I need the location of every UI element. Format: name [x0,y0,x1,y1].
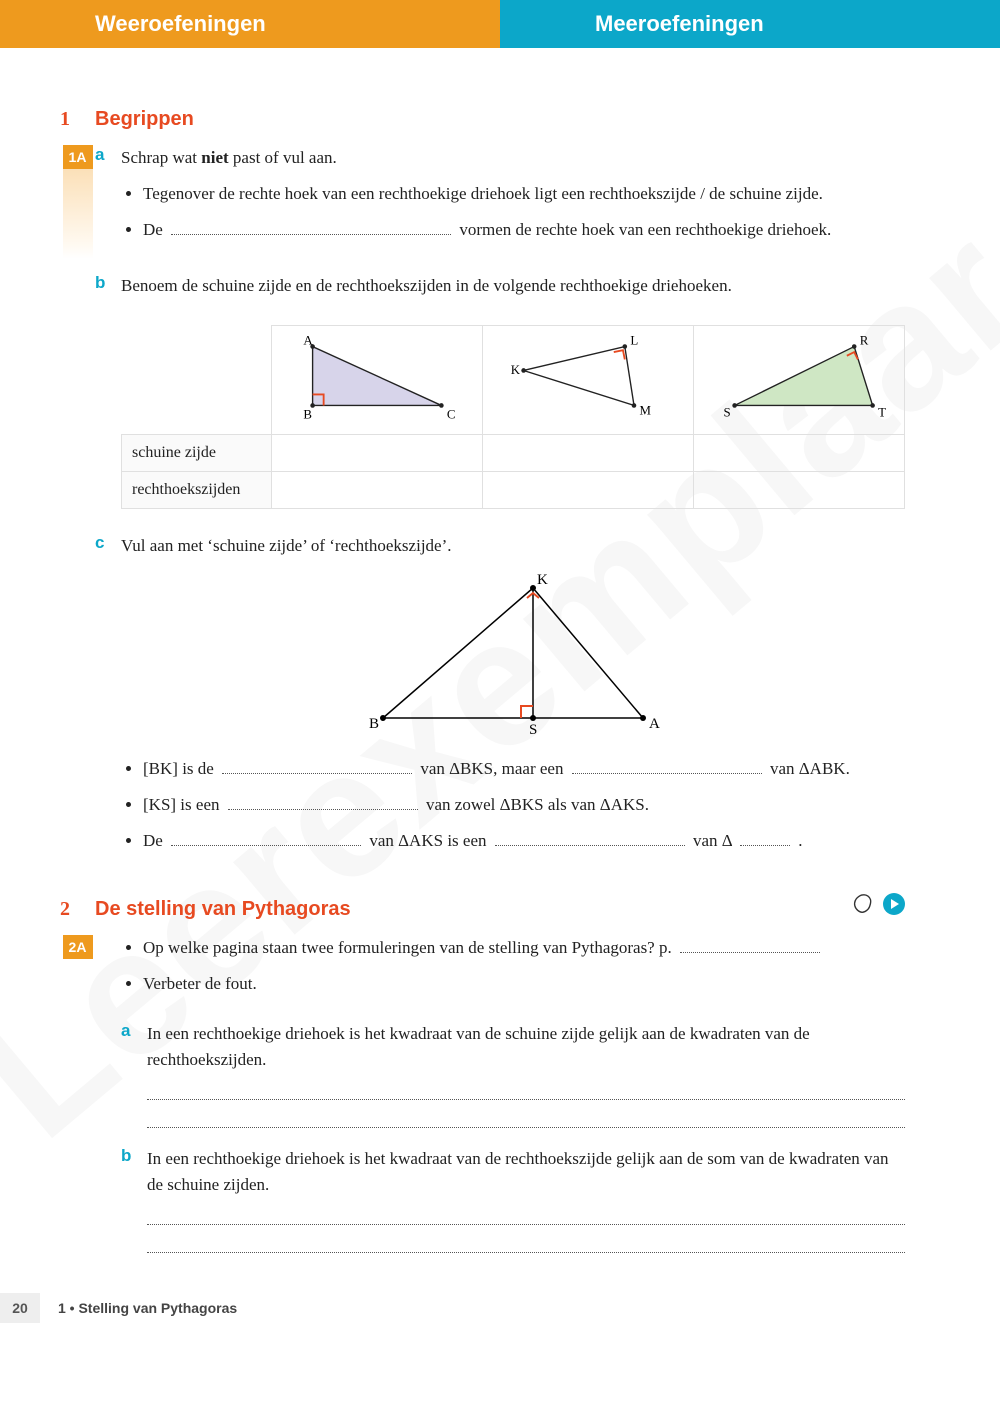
fill-blank[interactable] [740,831,790,846]
cell-blank[interactable] [272,434,483,471]
q2a-letter: a [121,1021,147,1128]
svg-text:B: B [369,716,379,732]
fill-blank[interactable] [171,220,451,235]
q1c-b1: [BK] is de van ΔBKS, maar een van ΔABK. [143,756,905,782]
q1a-b2-post: vormen de rechte hoek van een rechthoeki… [459,220,831,239]
svg-text:T: T [878,405,886,419]
answer-line[interactable] [147,1114,905,1128]
section1-number: 1 [60,108,95,131]
svg-text:C: C [447,407,456,421]
fill-blank[interactable] [222,758,412,773]
answer-line[interactable] [147,1086,905,1100]
q1a-bullet2: De vormen de rechte hoek van een rechtho… [143,217,905,243]
blob-icon [853,893,875,915]
badge-1a-tail [63,169,93,259]
page-number: 20 [0,1293,40,1323]
q1a-b2-pre: De [143,220,163,239]
header-tabs: Weeroefeningen Meeroefeningen [0,0,1000,48]
fill-blank[interactable] [228,795,418,810]
badge-2a: 2A [63,935,93,959]
fill-blank[interactable] [171,831,361,846]
fill-blank[interactable] [680,937,820,952]
section2-number: 2 [60,898,95,921]
answer-line[interactable] [147,1211,905,1225]
q1c-b2: [KS] is een van zowel ΔBKS als van ΔAKS. [143,792,905,818]
q1c-letter: c [95,533,121,865]
q1a-text-post: past of vul aan. [229,148,337,167]
play-icon[interactable] [883,893,905,915]
svg-text:A: A [649,716,660,732]
svg-text:R: R [860,333,869,347]
q2a-text: In een rechthoekige driehoek is het kwad… [147,1021,905,1072]
q1a-letter: a [95,145,121,259]
svg-text:S: S [724,405,731,419]
fill-blank[interactable] [572,758,762,773]
fill-blank[interactable] [495,831,685,846]
q1b-text: Benoem de schuine zijde en de rechthoeks… [121,273,905,299]
q2b-text: In een rechthoekige driehoek is het kwad… [147,1146,905,1197]
triangle-klm: K L M [483,325,694,434]
tab-weeroefeningen: Weeroefeningen [0,0,500,48]
section2-title: De stelling van Pythagoras [95,898,853,921]
row-rechthoek: rechthoekszijden [122,471,272,508]
svg-text:S: S [529,722,537,738]
badge-1a: 1A [63,145,93,169]
footer-title: 1 • Stelling van Pythagoras [58,1300,237,1316]
cell-blank[interactable] [272,471,483,508]
svg-text:B: B [303,407,312,421]
q2b-letter: b [121,1146,147,1253]
cell-blank[interactable] [483,471,694,508]
triangle-rst: R S T [694,325,905,434]
q2-b2: Verbeter de fout. [143,971,905,997]
tab-meeroefeningen: Meeroefeningen [500,0,1000,48]
svg-text:K: K [511,363,521,377]
section1-title: Begrippen [95,108,905,131]
svg-text:A: A [303,333,313,347]
cell-blank[interactable] [483,434,694,471]
q1a-text-pre: Schrap wat [121,148,201,167]
svg-text:M: M [640,403,652,417]
cell-blank[interactable] [694,434,905,471]
row-schuine: schuine zijde [122,434,272,471]
svg-text:L: L [630,333,638,347]
q1a-text-bold: niet [201,148,228,167]
cell-blank[interactable] [694,471,905,508]
triangle-abc: A B C [272,325,483,434]
triangle-table: A B C K L M [121,325,905,509]
triangle-bksa: K B S A [343,568,683,738]
svg-text:K: K [537,572,548,588]
q1b-letter: b [95,273,121,299]
q1c-b3: De van ΔAKS is een van Δ . [143,828,905,854]
q1c-text: Vul aan met ‘schuine zijde’ of ‘rechthoe… [121,533,905,559]
q2-b1: Op welke pagina staan twee formuleringen… [143,935,905,961]
answer-line[interactable] [147,1239,905,1253]
q1a-bullet1: Tegenover de rechte hoek van een rechtho… [143,181,905,207]
